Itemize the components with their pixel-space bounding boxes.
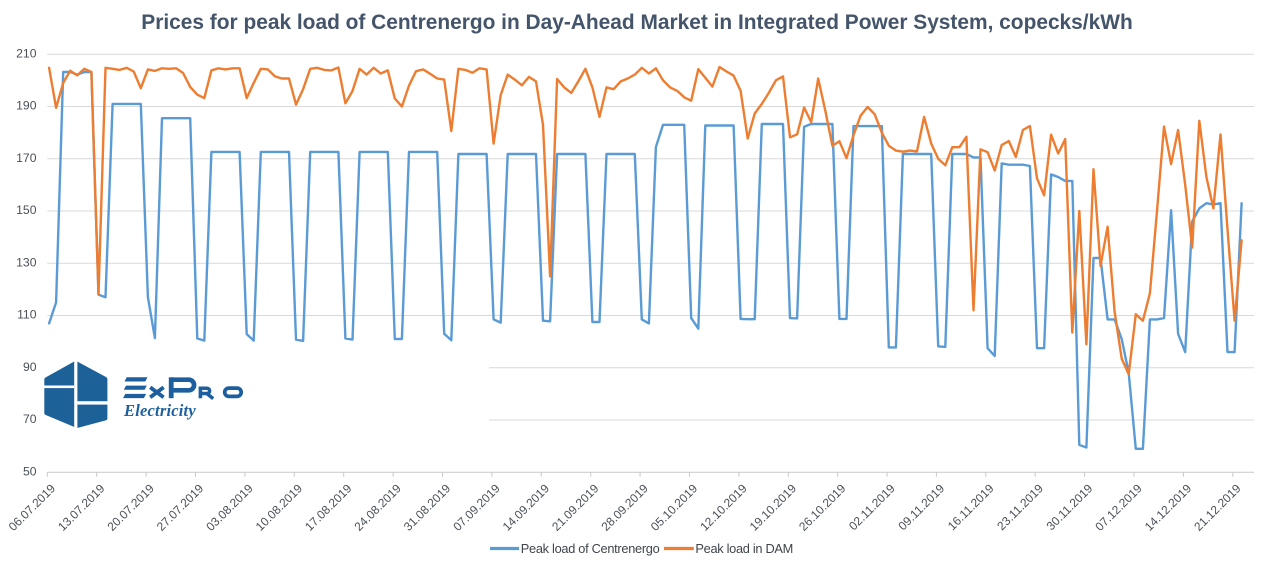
svg-text:50: 50	[23, 465, 37, 479]
svg-text:190: 190	[16, 99, 37, 113]
svg-text:210: 210	[16, 46, 37, 60]
svg-text:150: 150	[16, 203, 37, 217]
svg-text:90: 90	[23, 360, 37, 374]
svg-text:170: 170	[16, 151, 37, 165]
svg-text:Prices for peak load of Centre: Prices for peak load of Centrenergo in D…	[141, 11, 1132, 34]
svg-text:130: 130	[16, 256, 37, 270]
svg-text:Electricity: Electricity	[123, 401, 196, 420]
svg-text:110: 110	[17, 308, 37, 322]
svg-text:Peak load in DAM: Peak load in DAM	[695, 541, 793, 556]
svg-text:70: 70	[23, 412, 37, 426]
svg-text:Peak load of Centrenergo: Peak load of Centrenergo	[521, 541, 660, 556]
